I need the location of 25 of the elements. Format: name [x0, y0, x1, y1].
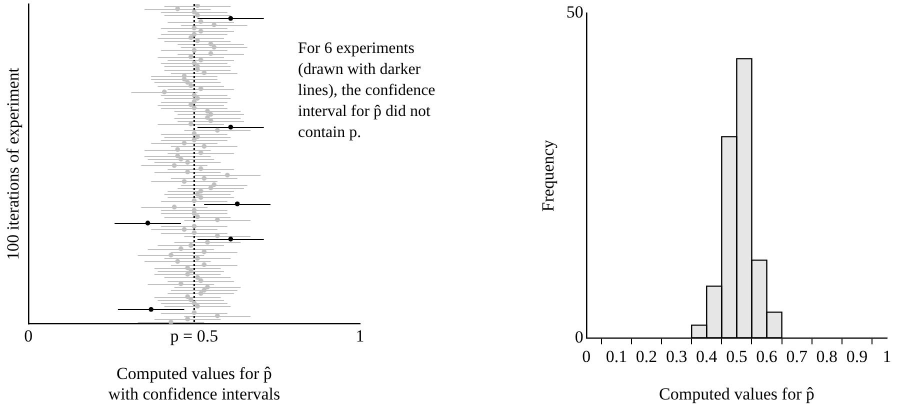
annotation: For 6 experiments (drawn with darker lines), the confidence interval for p̂ did not contain p. — [298, 39, 436, 143]
y-axis-title: 100 iterations of experiment — [4, 68, 23, 260]
point — [228, 236, 234, 242]
x-tick-label: p = 0.5 — [170, 326, 218, 346]
x-tick-label: 0.1 — [606, 346, 628, 366]
y-tick-label: 50 — [566, 2, 584, 22]
x-tick-label: 0.4 — [696, 346, 718, 366]
point — [228, 16, 234, 21]
x-tick-label: 1 — [882, 346, 892, 366]
point — [148, 307, 154, 312]
x-tick-label: 0.7 — [786, 346, 808, 366]
x-tick-label: 0 — [24, 326, 33, 346]
x-tick-label: 0.3 — [666, 346, 688, 366]
x-tick-label: 0.6 — [756, 346, 778, 366]
x-tick-label: 0.2 — [636, 346, 658, 366]
x-axis-title: Computed values for p̂ with confidence intervals — [108, 364, 280, 404]
x-tick-label: 0.8 — [816, 346, 838, 366]
y-axis-title: Frequency — [538, 139, 558, 212]
point — [234, 201, 240, 206]
point — [145, 220, 150, 226]
x-axis-title: Computed values for p̂ — [659, 384, 814, 404]
x-tick-label: 0.9 — [846, 346, 868, 366]
x-tick-label: 0.5 — [726, 346, 748, 366]
point — [228, 124, 234, 130]
x-tick-label: 1 — [356, 326, 364, 346]
